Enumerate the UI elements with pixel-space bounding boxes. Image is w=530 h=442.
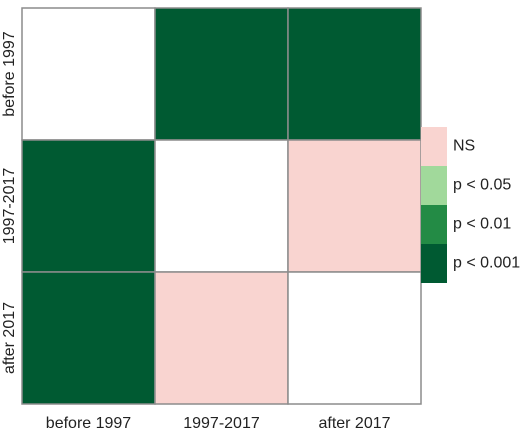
y-tick-label: after 2017 [1, 302, 18, 374]
x-tick-label: before 1997 [46, 415, 132, 432]
cell [287, 139, 422, 273]
legend-label: p < 0.001 [453, 255, 520, 272]
legend-swatch [421, 244, 447, 283]
cell [154, 271, 289, 405]
cell [21, 139, 156, 273]
cell [21, 271, 156, 405]
legend-swatch [421, 205, 447, 244]
legend-swatch [421, 127, 447, 166]
empty-cell [154, 139, 289, 273]
empty-cell [21, 7, 156, 141]
legend-label: p < 0.01 [453, 216, 511, 233]
cell [287, 7, 422, 141]
y-tick-label: 1997-2017 [1, 168, 18, 245]
x-tick-label: 1997-2017 [183, 415, 260, 432]
legend-label: p < 0.05 [453, 177, 511, 194]
x-tick-label: after 2017 [318, 415, 390, 432]
y-tick-label: before 1997 [1, 31, 18, 117]
legend-label: NS [453, 138, 475, 155]
legend-swatch [421, 166, 447, 205]
empty-cell [287, 271, 422, 405]
cell [154, 7, 289, 141]
